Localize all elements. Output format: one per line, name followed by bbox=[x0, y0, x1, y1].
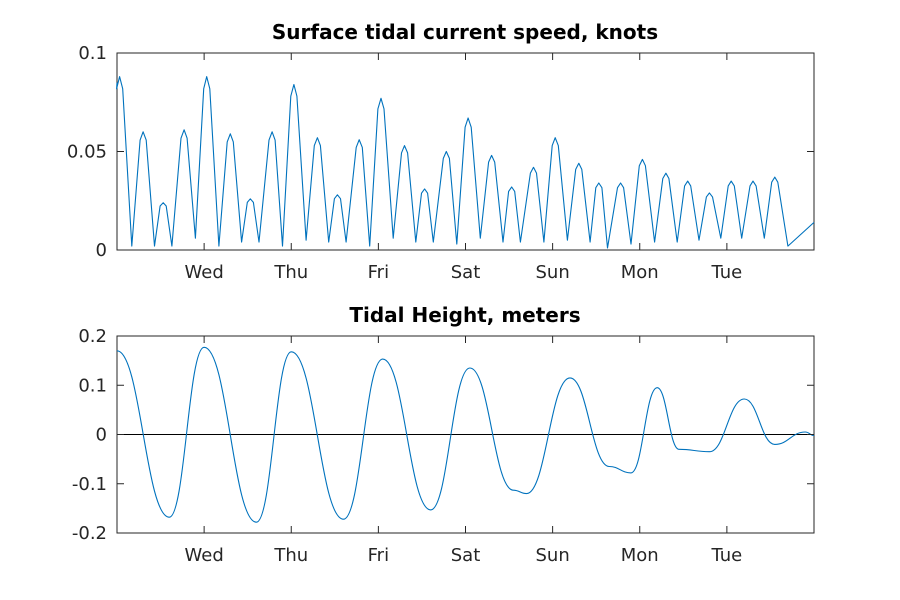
y-tick-label: 0 bbox=[96, 425, 107, 446]
tidal-height-y-ticks: -0.2 -0.1 0 0.1 0.2 bbox=[72, 326, 814, 544]
tidal-height-series-line bbox=[116, 346, 815, 523]
y-tick-label: 0 bbox=[96, 240, 107, 261]
current-speed-series-line bbox=[116, 76, 815, 249]
current-speed-x-ticks: Wed Thu Fri Sat Sun Mon Tue bbox=[185, 53, 743, 283]
x-tick-label: Tue bbox=[711, 262, 743, 283]
tidal-height-axes: Tidal Height, meters -0.2 -0.1 0 0.1 0.2 Wed… bbox=[72, 303, 815, 566]
x-tick-label: Sat bbox=[451, 545, 481, 566]
current-speed-y-ticks: 0 0.05 0.1 bbox=[67, 43, 814, 261]
x-tick-label: Sat bbox=[451, 262, 481, 283]
y-tick-label: -0.2 bbox=[72, 523, 107, 544]
tidal-height-title: Tidal Height, meters bbox=[349, 303, 580, 327]
x-tick-label: Thu bbox=[273, 545, 308, 566]
y-tick-label: 0.1 bbox=[78, 375, 107, 396]
x-tick-label: Wed bbox=[185, 545, 224, 566]
y-tick-label: -0.1 bbox=[72, 474, 107, 495]
current-speed-axes: Surface tidal current speed, knots 0 0.05… bbox=[67, 20, 815, 283]
x-tick-label: Tue bbox=[711, 545, 743, 566]
y-tick-label: 0.2 bbox=[78, 326, 107, 347]
current-speed-title: Surface tidal current speed, knots bbox=[272, 20, 658, 44]
x-tick-label: Thu bbox=[273, 262, 308, 283]
x-tick-label: Sun bbox=[536, 262, 570, 283]
x-tick-label: Wed bbox=[185, 262, 224, 283]
x-tick-label: Mon bbox=[621, 262, 659, 283]
tidal-height-x-ticks: Wed Thu Fri Sat Sun Mon Tue bbox=[185, 336, 743, 566]
x-tick-label: Fri bbox=[368, 545, 389, 566]
x-tick-label: Mon bbox=[621, 545, 659, 566]
x-tick-label: Fri bbox=[368, 262, 389, 283]
y-tick-label: 0.05 bbox=[67, 142, 107, 163]
x-tick-label: Sun bbox=[536, 545, 570, 566]
y-tick-label: 0.1 bbox=[78, 43, 107, 64]
